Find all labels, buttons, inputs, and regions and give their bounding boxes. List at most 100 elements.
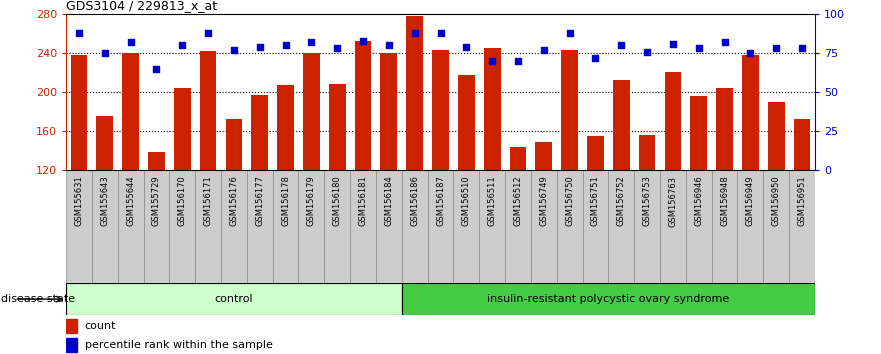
Bar: [634, 170, 660, 283]
Text: GSM156946: GSM156946: [694, 176, 703, 226]
Point: [511, 58, 525, 64]
Bar: [484, 48, 500, 170]
Point: [201, 30, 215, 36]
Bar: [92, 170, 118, 283]
Bar: [376, 170, 402, 283]
Text: disease state: disease state: [1, 294, 78, 304]
Point: [795, 46, 809, 51]
Point: [563, 30, 577, 36]
Bar: [221, 170, 247, 283]
Text: GSM156750: GSM156750: [565, 176, 574, 226]
Text: GSM156951: GSM156951: [797, 176, 806, 226]
Point: [459, 44, 473, 50]
Text: GSM156749: GSM156749: [539, 176, 548, 226]
Bar: [479, 170, 505, 283]
Bar: [324, 170, 350, 283]
Bar: [660, 170, 685, 283]
Text: insulin-resistant polycystic ovary syndrome: insulin-resistant polycystic ovary syndr…: [487, 294, 729, 304]
Point: [744, 50, 758, 56]
Bar: [432, 50, 449, 170]
Text: GSM156178: GSM156178: [281, 176, 290, 227]
Text: GSM156177: GSM156177: [255, 176, 264, 227]
Bar: [768, 102, 785, 170]
Text: GSM156948: GSM156948: [720, 176, 729, 226]
Text: GSM155729: GSM155729: [152, 176, 161, 226]
Point: [98, 50, 112, 56]
Bar: [96, 116, 113, 170]
Text: GSM156186: GSM156186: [411, 176, 419, 227]
Text: GDS3104 / 229813_x_at: GDS3104 / 229813_x_at: [66, 0, 218, 12]
Bar: [272, 170, 299, 283]
Bar: [122, 53, 139, 170]
Bar: [561, 50, 578, 170]
Bar: [794, 119, 811, 170]
Point: [589, 55, 603, 61]
Bar: [402, 283, 815, 315]
Bar: [226, 119, 242, 170]
Text: GSM156179: GSM156179: [307, 176, 316, 226]
Point: [253, 44, 267, 50]
Bar: [716, 88, 733, 170]
Text: GSM156949: GSM156949: [746, 176, 755, 226]
Bar: [278, 85, 294, 170]
Bar: [66, 338, 78, 352]
Point: [330, 46, 344, 51]
Bar: [66, 170, 92, 283]
Text: count: count: [85, 321, 116, 331]
Bar: [691, 96, 707, 170]
Point: [769, 46, 783, 51]
Bar: [536, 142, 552, 170]
Bar: [427, 170, 454, 283]
Bar: [613, 80, 630, 170]
Bar: [531, 170, 557, 283]
Bar: [174, 88, 190, 170]
Bar: [742, 55, 759, 170]
Bar: [509, 147, 526, 170]
Text: GSM156751: GSM156751: [591, 176, 600, 226]
Point: [278, 42, 292, 48]
Bar: [350, 170, 376, 283]
Text: GSM156752: GSM156752: [617, 176, 626, 226]
Text: GSM156950: GSM156950: [772, 176, 781, 226]
Text: GSM156510: GSM156510: [462, 176, 470, 226]
Point: [640, 49, 654, 55]
Bar: [66, 283, 402, 315]
Bar: [381, 53, 397, 170]
Bar: [685, 170, 712, 283]
Bar: [505, 170, 531, 283]
Text: GSM156511: GSM156511: [488, 176, 497, 226]
Bar: [303, 53, 320, 170]
Point: [123, 39, 137, 45]
Point: [408, 30, 422, 36]
Text: GSM156512: GSM156512: [514, 176, 522, 226]
Point: [175, 42, 189, 48]
Bar: [406, 16, 423, 170]
Bar: [458, 75, 475, 170]
Text: GSM156170: GSM156170: [178, 176, 187, 226]
Bar: [737, 170, 763, 283]
Bar: [70, 55, 87, 170]
Bar: [144, 170, 169, 283]
Text: GSM156171: GSM156171: [204, 176, 212, 226]
Bar: [148, 152, 165, 170]
Bar: [712, 170, 737, 283]
Bar: [664, 72, 681, 170]
Bar: [763, 170, 789, 283]
Bar: [251, 95, 268, 170]
Text: percentile rank within the sample: percentile rank within the sample: [85, 341, 273, 350]
Point: [304, 39, 318, 45]
Bar: [557, 170, 582, 283]
Bar: [609, 170, 634, 283]
Point: [150, 66, 164, 72]
Point: [666, 41, 680, 47]
Text: GSM156763: GSM156763: [669, 176, 677, 227]
Bar: [582, 170, 609, 283]
Bar: [196, 170, 221, 283]
Text: GSM156176: GSM156176: [229, 176, 239, 227]
Bar: [200, 51, 217, 170]
Text: GSM156181: GSM156181: [359, 176, 367, 226]
Point: [614, 42, 628, 48]
Bar: [789, 170, 815, 283]
Text: GSM156753: GSM156753: [642, 176, 652, 227]
Point: [72, 30, 86, 36]
